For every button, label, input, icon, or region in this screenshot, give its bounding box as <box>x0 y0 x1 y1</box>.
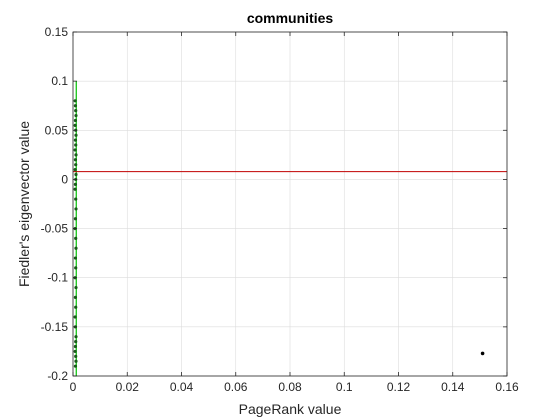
data-point <box>73 138 78 142</box>
chart-title: communities <box>247 10 334 26</box>
data-point <box>74 153 78 157</box>
data-point <box>73 99 77 103</box>
y-tick-label: -0.2 <box>47 369 68 383</box>
x-tick-label: 0.14 <box>441 380 465 394</box>
x-tick-label: 0.16 <box>495 380 519 394</box>
data-point <box>74 305 78 309</box>
data-point <box>73 217 78 221</box>
data-point <box>74 172 78 177</box>
y-tick-label: -0.15 <box>41 320 69 334</box>
data-point <box>74 266 78 270</box>
data-point <box>73 349 77 354</box>
data-point <box>73 344 78 349</box>
data-point <box>73 123 77 127</box>
data-point <box>73 315 77 319</box>
data-point <box>73 168 77 172</box>
data-point <box>74 354 78 358</box>
data-point <box>74 143 78 147</box>
data-point <box>480 351 485 356</box>
data-point <box>73 148 77 152</box>
x-tick-label: 0.04 <box>170 380 194 394</box>
x-tick-label: 0 <box>70 380 77 394</box>
x-tick-label: 0.08 <box>278 380 302 394</box>
x-tick-labels: 0 0.02 0.04 0.06 0.08 0.1 0.12 0.14 0.16 <box>70 380 519 394</box>
data-point <box>73 118 78 123</box>
data-point <box>74 236 78 240</box>
data-point <box>73 295 78 299</box>
data-point <box>74 207 78 211</box>
data-point <box>74 246 78 250</box>
data-point <box>74 133 78 137</box>
y-tick-label: 0 <box>61 172 68 186</box>
axis-ticks <box>72 31 508 377</box>
y-tick-label: 0.1 <box>51 74 68 88</box>
x-tick-label: 0.12 <box>387 380 411 394</box>
data-point <box>73 256 78 260</box>
y-tick-labels: -0.2 -0.15 -0.1 -0.05 0 0.05 0.1 0.15 <box>41 25 69 383</box>
x-axis-label: PageRank value <box>239 401 342 417</box>
y-axis-label: Fiedler's eigenvector value <box>16 121 32 287</box>
data-point <box>74 285 78 290</box>
data-point <box>74 197 78 201</box>
data-point <box>74 109 78 113</box>
y-tick-label: -0.05 <box>41 222 69 236</box>
data-point <box>73 158 78 162</box>
data-point <box>73 187 77 191</box>
y-tick-label: 0.15 <box>45 25 69 39</box>
data-point <box>73 104 78 108</box>
data-point <box>74 163 78 167</box>
y-tick-label: -0.1 <box>47 271 68 285</box>
x-tick-label: 0.06 <box>224 380 248 394</box>
data-point <box>74 340 78 344</box>
data-point <box>74 335 78 339</box>
x-tick-label: 0.1 <box>336 380 353 394</box>
data-point <box>73 182 78 186</box>
data-point <box>73 364 78 368</box>
y-tick-label: 0.05 <box>45 123 69 137</box>
data-point <box>74 113 78 118</box>
data-point <box>74 359 78 363</box>
x-tick-label: 0.02 <box>116 380 140 394</box>
